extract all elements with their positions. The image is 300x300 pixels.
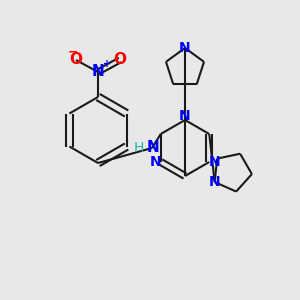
Text: −: − (68, 45, 79, 58)
Text: O: O (113, 52, 127, 68)
Text: O: O (70, 52, 83, 68)
Text: N: N (179, 41, 191, 55)
Text: N: N (150, 155, 162, 169)
Text: H: H (134, 141, 144, 155)
Text: +: + (103, 59, 111, 69)
Text: N: N (179, 109, 191, 123)
Text: N: N (92, 64, 104, 80)
Text: N: N (208, 155, 220, 169)
Text: N: N (209, 175, 220, 189)
Text: N: N (147, 140, 159, 155)
